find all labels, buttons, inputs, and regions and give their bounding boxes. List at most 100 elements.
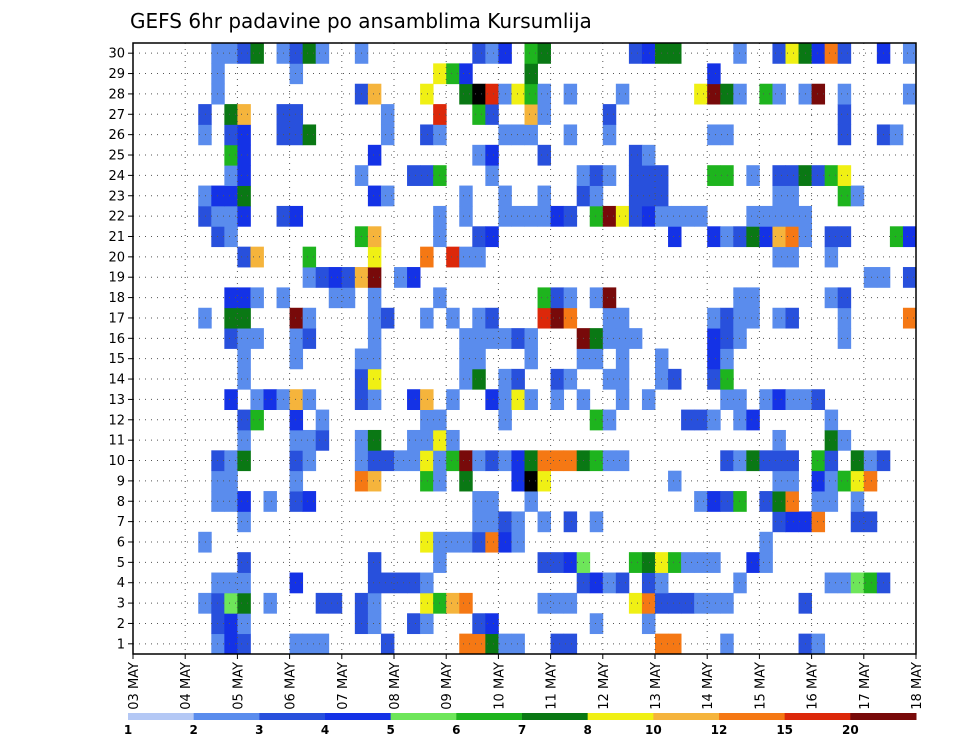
heatmap-cell xyxy=(367,83,382,105)
heatmap-cell xyxy=(850,450,865,472)
heatmap-cell xyxy=(367,287,382,309)
heatmap-cell xyxy=(459,592,473,614)
heatmap-cell xyxy=(380,633,395,655)
heatmap-cell xyxy=(302,389,317,410)
y-tick-label: 30 xyxy=(108,47,125,62)
heatmap-cell xyxy=(772,450,786,472)
heatmap-cell xyxy=(602,328,617,349)
heatmap-cell xyxy=(641,43,656,64)
heatmap-cell xyxy=(589,348,604,370)
y-tick-label: 13 xyxy=(108,393,125,408)
heatmap-cell xyxy=(250,246,264,268)
heatmap-cell xyxy=(198,104,212,125)
heatmap-cell xyxy=(407,613,421,635)
heatmap-cell xyxy=(472,144,486,166)
heatmap-cell xyxy=(694,83,708,105)
heatmap-cell xyxy=(615,328,630,349)
heatmap-cell xyxy=(694,491,708,512)
heatmap-cell xyxy=(615,307,630,329)
heatmap-cell xyxy=(824,165,839,186)
heatmap-cell xyxy=(824,43,839,64)
x-tick-label: 16 MAY xyxy=(806,662,821,710)
heatmap-cell xyxy=(211,470,225,492)
heatmap-cell xyxy=(472,83,486,105)
heatmap-cell xyxy=(550,552,565,573)
heatmap-cell xyxy=(746,165,760,186)
heatmap-cell xyxy=(668,633,682,655)
heatmap-cell xyxy=(237,572,251,594)
heatmap-cell xyxy=(472,613,486,635)
heatmap-cell xyxy=(211,592,225,614)
heatmap-cell xyxy=(263,592,277,614)
x-axis-ticks: 03 MAY 04 MAY 05 MAY 06 MAY 07 MAY 08 MAY 09 M… xyxy=(127,654,925,710)
heatmap-cell xyxy=(237,104,251,125)
heatmap-cell xyxy=(746,409,760,431)
heatmap-cell xyxy=(837,124,852,146)
y-tick-label: 10 xyxy=(108,454,125,469)
y-tick-label: 28 xyxy=(108,87,125,102)
heatmap-cell xyxy=(302,267,317,288)
heatmap-cell xyxy=(289,633,304,655)
heatmap-cell xyxy=(315,592,330,614)
heatmap-cell xyxy=(902,267,917,288)
heatmap-cell xyxy=(224,185,238,207)
heatmap-cell xyxy=(824,226,839,248)
heatmap-cell xyxy=(472,104,486,125)
heatmap-cell xyxy=(420,246,434,268)
heatmap-cell xyxy=(707,83,721,105)
y-tick-label: 26 xyxy=(108,128,125,143)
heatmap-cell xyxy=(628,165,643,186)
y-tick-label: 4 xyxy=(117,576,125,591)
heatmap-cell xyxy=(446,307,460,329)
heatmap-cell xyxy=(211,633,225,655)
heatmap-cell xyxy=(302,429,317,451)
heatmap-cell xyxy=(811,43,826,64)
heatmap-cell xyxy=(707,368,721,390)
heatmap-cell xyxy=(302,450,317,472)
heatmap-cell xyxy=(707,592,721,614)
heatmap-cell xyxy=(615,389,630,410)
heatmap-cell xyxy=(211,63,225,85)
heatmap-cell xyxy=(394,267,408,288)
heatmap-cell xyxy=(420,572,434,594)
heatmap-cell xyxy=(407,572,421,594)
heatmap-cell xyxy=(589,572,604,594)
colorbar-label: 3 xyxy=(255,723,263,737)
heatmap-cell xyxy=(407,450,421,472)
heatmap-cell xyxy=(837,104,852,125)
heatmap-cell xyxy=(628,592,643,614)
heatmap-cell xyxy=(733,572,747,594)
heatmap-cell xyxy=(824,429,839,451)
colorbar-swatch xyxy=(522,713,589,720)
heatmap-cell xyxy=(615,348,630,370)
heatmap-cell xyxy=(811,491,826,512)
heatmap-cell xyxy=(420,531,434,553)
heatmap-cell xyxy=(850,185,865,207)
heatmap-cell xyxy=(328,592,343,614)
heatmap-cell xyxy=(772,470,786,492)
heatmap-cell xyxy=(420,450,434,472)
heatmap-cell xyxy=(550,205,565,227)
heatmap-cell xyxy=(211,491,225,512)
heatmap-cell xyxy=(694,205,708,227)
heatmap-cell xyxy=(237,246,251,268)
heatmap-cell xyxy=(824,450,839,472)
heatmap-cell xyxy=(602,124,617,146)
heatmap-cell xyxy=(315,409,330,431)
y-tick-label: 23 xyxy=(108,189,125,204)
heatmap-cell xyxy=(367,328,382,349)
heatmap-cell xyxy=(367,348,382,370)
heatmap-cell xyxy=(746,205,760,227)
heatmap-cell xyxy=(472,633,486,655)
heatmap-cell xyxy=(420,165,434,186)
heatmap-cell xyxy=(889,226,904,248)
heatmap-cell xyxy=(720,368,734,390)
heatmap-cell xyxy=(485,511,499,533)
chart-title: GEFS 6hr padavine po ansamblima Kursumli… xyxy=(130,9,592,33)
heatmap-cell xyxy=(485,83,499,105)
heatmap-cell xyxy=(237,633,251,655)
heatmap-cell xyxy=(602,205,617,227)
colorbar-swatch xyxy=(587,713,654,720)
heatmap-cell xyxy=(250,409,264,431)
heatmap-cell xyxy=(589,185,604,207)
